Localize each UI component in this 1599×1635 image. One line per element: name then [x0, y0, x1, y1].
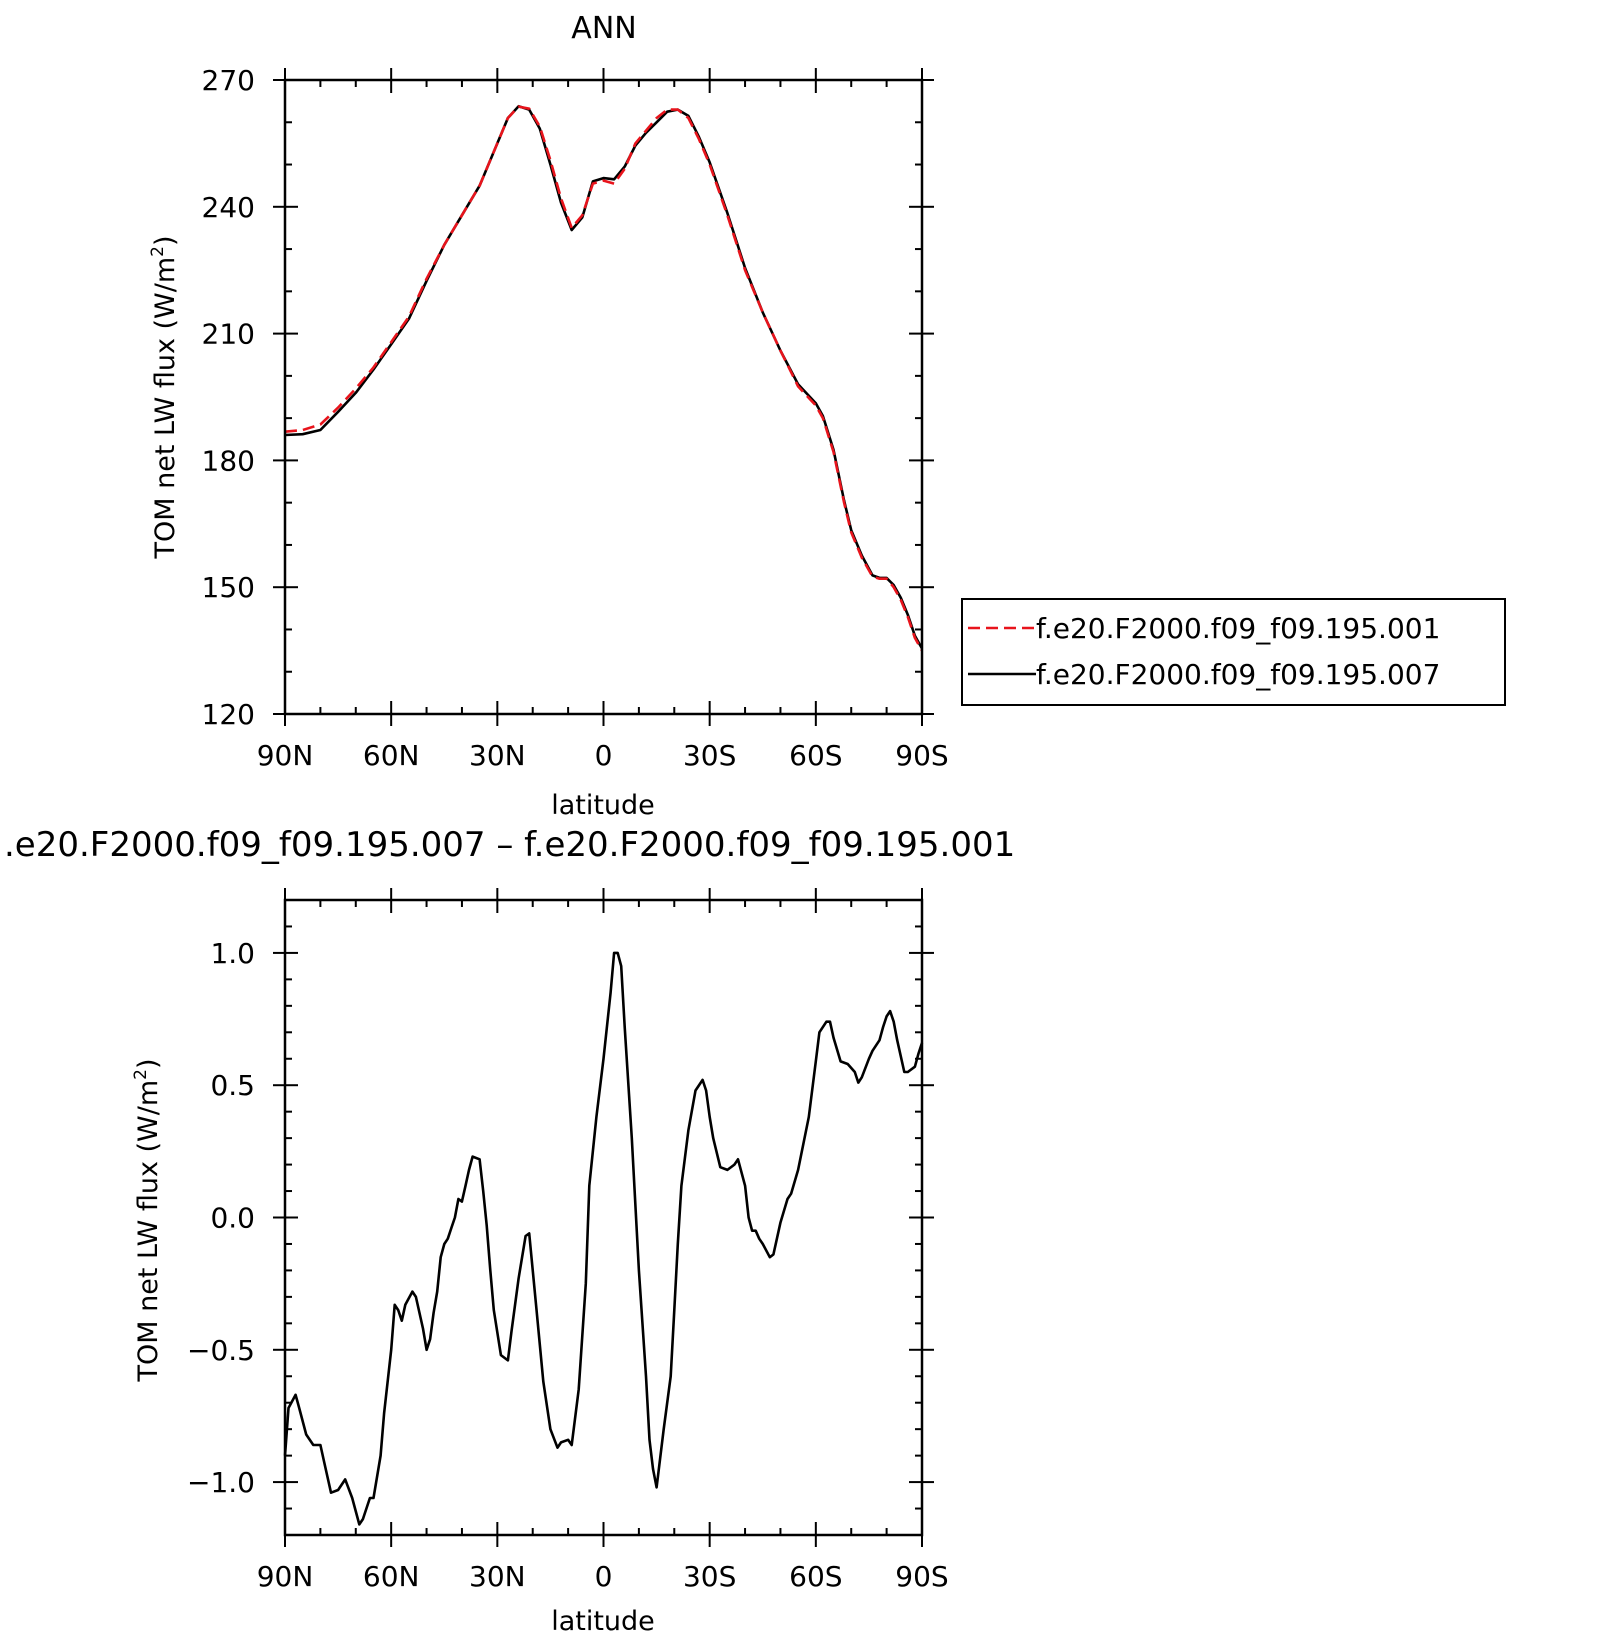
top-y-axis-label: TOM net LW flux (W/m2): [148, 235, 181, 559]
top-y-tick-label: 150: [202, 571, 255, 604]
bottom-y-tick-label: 0.5: [210, 1069, 255, 1102]
top-x-tick-label: 0: [595, 739, 613, 772]
top-series-line-1: [284, 105, 924, 652]
top-y-tick-label: 180: [202, 444, 255, 477]
bottom-panel: .e20.F2000.f09_f09.195.007 – f.e20.F2000…: [4, 825, 1015, 1635]
bottom-chart-title: .e20.F2000.f09_f09.195.007 – f.e20.F2000…: [4, 825, 1015, 865]
top-x-axis-label: latitude: [551, 790, 655, 821]
top-x-tick-label: 30N: [469, 739, 526, 772]
top-x-tick-label: 60S: [789, 739, 842, 772]
top-series-line-2: [284, 104, 924, 650]
bottom-y-tick-label: −1.0: [187, 1466, 255, 1499]
top-x-tick-label: 90S: [895, 739, 948, 772]
bottom-y-tick-label: 0.0: [210, 1202, 255, 1235]
bottom-y-tick-label: −0.5: [187, 1334, 255, 1367]
top-panel: ANN 90N 60N 30N 0 30S 60S 90S 120 150 180 210 240 27…: [148, 11, 1506, 821]
top-plot-frame: [283, 78, 924, 716]
bottom-x-tick-label: 90S: [895, 1560, 948, 1593]
bottom-x-tick-label: 60N: [363, 1560, 420, 1593]
bottom-x-tick-label: 30S: [683, 1560, 736, 1593]
legend-label-series-2: f.e20.F2000.f09_f09.195.007: [1036, 658, 1440, 691]
legend-box: [961, 598, 1506, 706]
top-x-tick-label: 30S: [683, 739, 736, 772]
top-y-tick-label: 270: [202, 64, 255, 97]
top-chart-title: ANN: [571, 11, 636, 46]
top-y-tick-label: 120: [202, 698, 255, 731]
bottom-y-axis-label: TOM net LW flux (W/m2): [131, 1058, 164, 1382]
bottom-y-tick-label: 1.0: [210, 937, 255, 970]
bottom-x-tick-label: 30N: [469, 1560, 526, 1593]
bottom-series-line-1: [283, 951, 924, 1526]
legend: f.e20.F2000.f09_f09.195.001 f.e20.F2000.…: [961, 598, 1506, 706]
bottom-x-axis-label: latitude: [551, 1606, 655, 1635]
top-plot-area: [284, 104, 924, 652]
bottom-x-tick-label: 90N: [257, 1560, 314, 1593]
bottom-x-tick-label: 0: [595, 1560, 613, 1593]
top-x-tick-label: 60N: [363, 739, 420, 772]
bottom-plot-area: [283, 951, 924, 1526]
top-y-tick-label: 240: [202, 191, 255, 224]
bottom-axis-ticks: 90N 60N 30N 0 30S 60S 90S −1.0 −0.5 0.0 0.5 1.0: [187, 888, 949, 1593]
bottom-x-tick-label: 60S: [789, 1560, 842, 1593]
legend-label-series-1: f.e20.F2000.f09_f09.195.001: [1036, 612, 1440, 645]
bottom-plot-frame: [283, 898, 924, 1537]
top-y-tick-label: 210: [202, 318, 255, 351]
top-axis-ticks: 90N 60N 30N 0 30S 60S 90S 120 150 180 210 240 270: [202, 64, 949, 772]
top-x-tick-label: 90N: [257, 739, 314, 772]
